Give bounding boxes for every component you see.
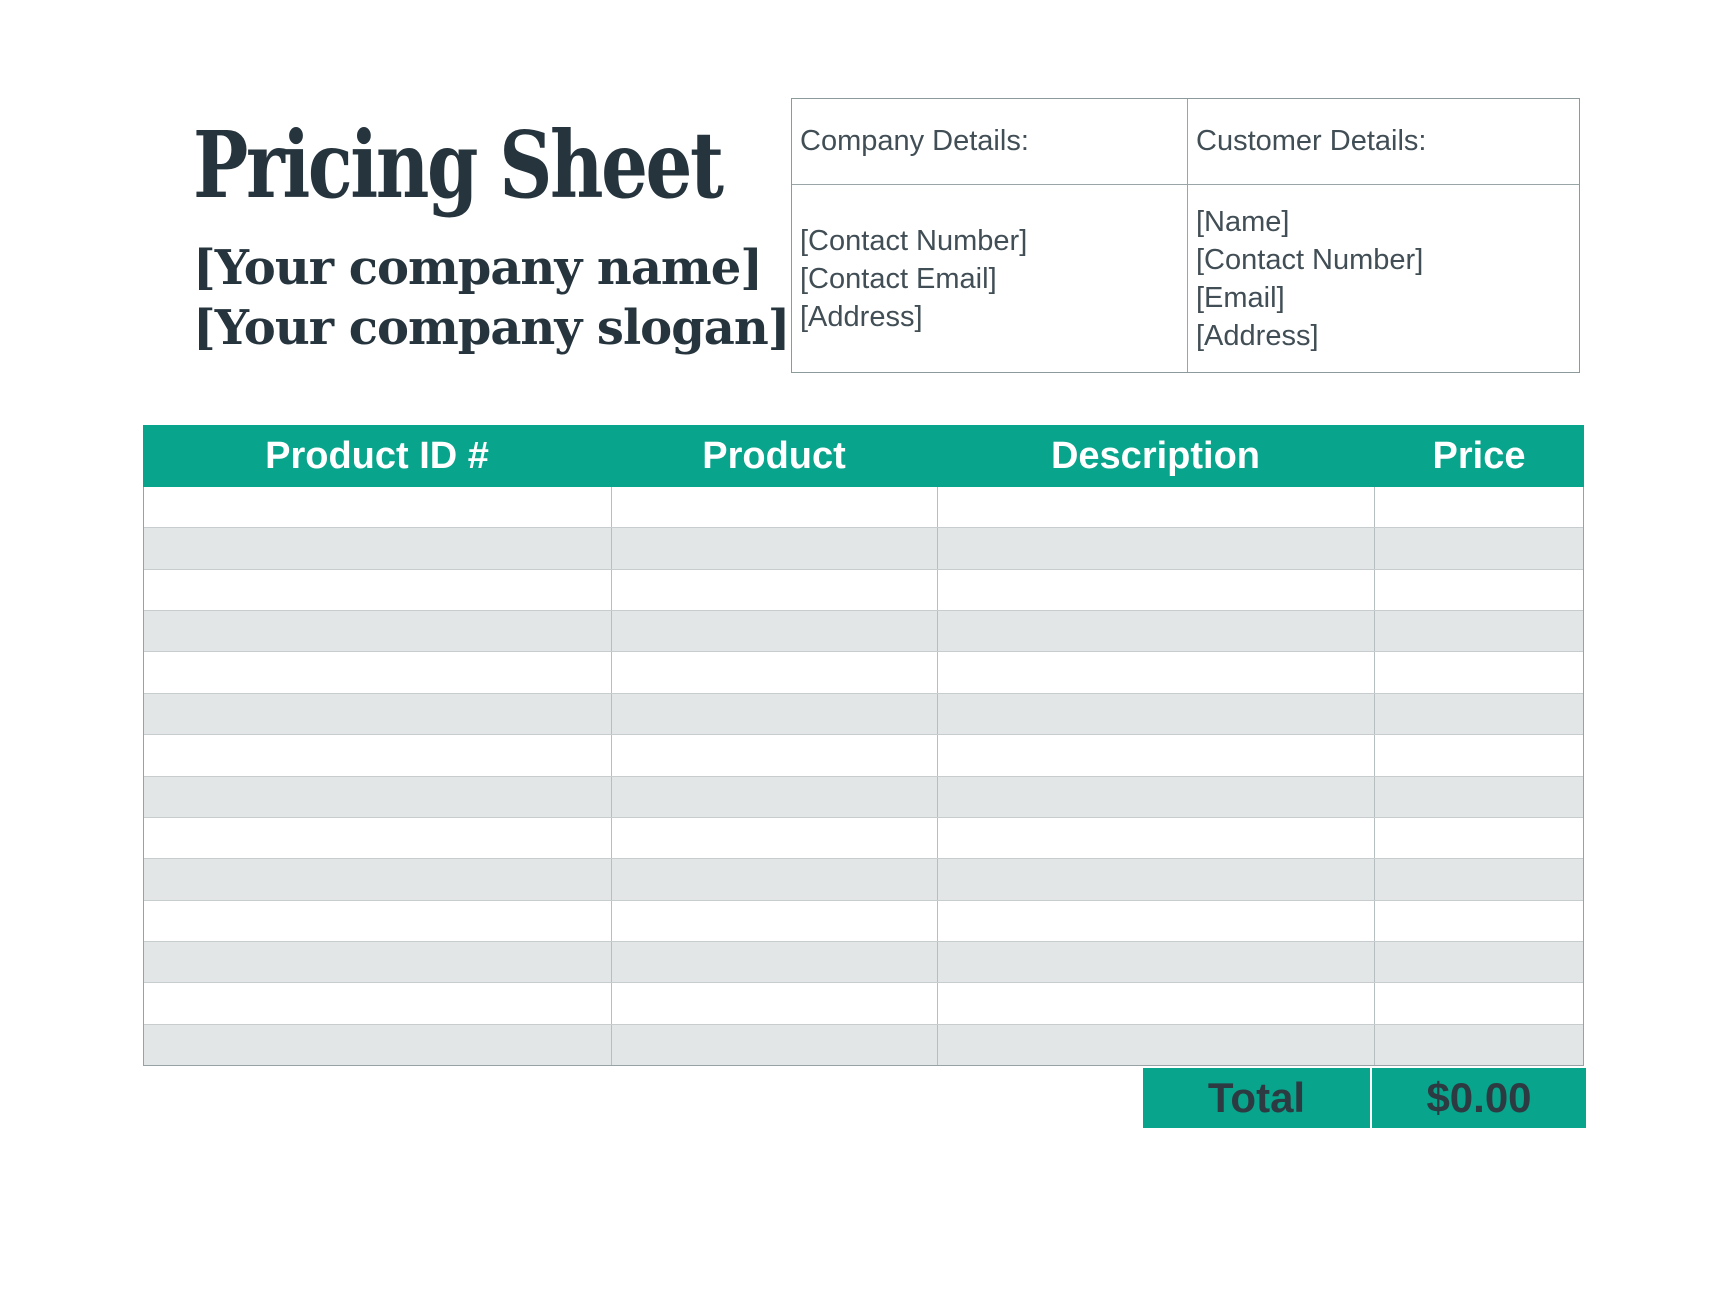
- table-cell: [1375, 901, 1583, 941]
- detail-field-line: [Address]: [1196, 319, 1319, 352]
- detail-field-line: [Contact Number]: [1196, 243, 1424, 276]
- table-cell: [938, 693, 1375, 735]
- table-cell: [612, 569, 938, 611]
- table-cell: [612, 487, 938, 528]
- detail-field-line: [Address]: [800, 300, 923, 333]
- table-cell: [144, 817, 612, 859]
- table-cell: [144, 859, 612, 900]
- table-cell: [938, 900, 1375, 941]
- table-cell: [938, 569, 1375, 611]
- table-row: [144, 735, 1583, 777]
- total-row: Total $0.00: [1143, 1068, 1586, 1128]
- total-label: Total: [1143, 1068, 1372, 1128]
- table-cell: [938, 941, 1375, 983]
- page-title: Pricing Sheet: [193, 111, 724, 219]
- table-cell: [938, 487, 1375, 528]
- table-cell: [1375, 528, 1583, 568]
- table-cell: [1375, 983, 1583, 1023]
- table-cell: [938, 859, 1375, 900]
- table-cell: [938, 528, 1375, 569]
- table-cell: [612, 611, 938, 652]
- table-row: [144, 652, 1583, 694]
- company-details-fields: [Contact Number] [Contact Email] [Address]: [792, 185, 1188, 372]
- column-header-price: Price: [1432, 434, 1526, 477]
- customer-details-fields: [Name] [Contact Number] [Email] [Address]: [1188, 185, 1579, 372]
- details-panel: Company Details: Customer Details: [Cont…: [791, 98, 1580, 373]
- table-cell: [1375, 570, 1583, 610]
- table-row: [144, 569, 1583, 612]
- table-cell: [612, 776, 938, 817]
- table-cell: [1375, 735, 1583, 775]
- table-cell: [144, 735, 612, 776]
- table-row: [144, 693, 1583, 736]
- table-row: [144, 487, 1583, 529]
- table-cell: [144, 983, 612, 1024]
- table-cell: [612, 735, 938, 776]
- table-cell: [938, 776, 1375, 817]
- detail-field-line: [Contact Number]: [800, 224, 1028, 257]
- table-cell: [612, 941, 938, 983]
- detail-field-line: [Name]: [1196, 205, 1290, 238]
- table-cell: [938, 735, 1375, 776]
- table-cell: [144, 487, 612, 528]
- table-cell: [144, 611, 612, 652]
- table-row: [144, 817, 1583, 860]
- table-row: [144, 859, 1583, 901]
- total-value: $0.00: [1426, 1074, 1532, 1121]
- title-block: Pricing Sheet [Your company name] [Your …: [193, 119, 813, 358]
- table-cell: [144, 900, 612, 941]
- table-cell: [938, 652, 1375, 693]
- table-cell: [612, 859, 938, 900]
- table-cell: [144, 569, 612, 611]
- table-cell: [144, 693, 612, 735]
- column-header-description: Description: [1050, 434, 1261, 477]
- table-cell: [1375, 859, 1583, 899]
- pricing-table: Product ID # Product Description Price: [143, 425, 1584, 1066]
- table-row: [144, 528, 1583, 570]
- company-slogan-placeholder: [Your company slogan]: [193, 300, 790, 356]
- detail-field-line: [Email]: [1196, 281, 1285, 314]
- table-row: [144, 941, 1583, 984]
- table-row: [144, 611, 1583, 653]
- table-cell: [938, 611, 1375, 652]
- table-cell: [144, 528, 612, 569]
- company-details-heading: Company Details:: [792, 99, 1188, 185]
- table-cell: [1375, 652, 1583, 692]
- table-cell: [1375, 818, 1583, 858]
- table-cell: [612, 693, 938, 735]
- table-cell: [144, 1024, 612, 1066]
- table-cell: [612, 528, 938, 569]
- company-name-placeholder: [Your company name]: [193, 240, 763, 296]
- table-cell: [1375, 611, 1583, 651]
- column-header-product: Product: [702, 434, 846, 477]
- table-row: [144, 776, 1583, 818]
- table-cell: [938, 1024, 1375, 1066]
- detail-field-line: [Contact Email]: [800, 262, 997, 295]
- table-cell: [144, 776, 612, 817]
- table-cell: [612, 983, 938, 1024]
- table-cell: [612, 1024, 938, 1066]
- customer-details-heading: Customer Details:: [1188, 99, 1579, 185]
- table-row: [144, 983, 1583, 1025]
- table-cell: [612, 652, 938, 693]
- pricing-table-header: Product ID # Product Description Price: [143, 425, 1584, 487]
- table-row: [144, 900, 1583, 942]
- column-header-product-id: Product ID #: [265, 434, 489, 477]
- table-cell: [938, 983, 1375, 1024]
- table-cell: [1375, 1025, 1583, 1065]
- table-cell: [1375, 942, 1583, 982]
- table-cell: [938, 817, 1375, 859]
- table-cell: [1375, 777, 1583, 817]
- pricing-table-body: [143, 487, 1584, 1066]
- table-row: [144, 1024, 1583, 1066]
- table-cell: [1375, 487, 1583, 527]
- table-cell: [612, 817, 938, 859]
- table-cell: [612, 900, 938, 941]
- table-cell: [144, 941, 612, 983]
- table-cell: [144, 652, 612, 693]
- company-identity: [Your company name] [Your company slogan…: [193, 238, 813, 358]
- table-cell: [1375, 694, 1583, 734]
